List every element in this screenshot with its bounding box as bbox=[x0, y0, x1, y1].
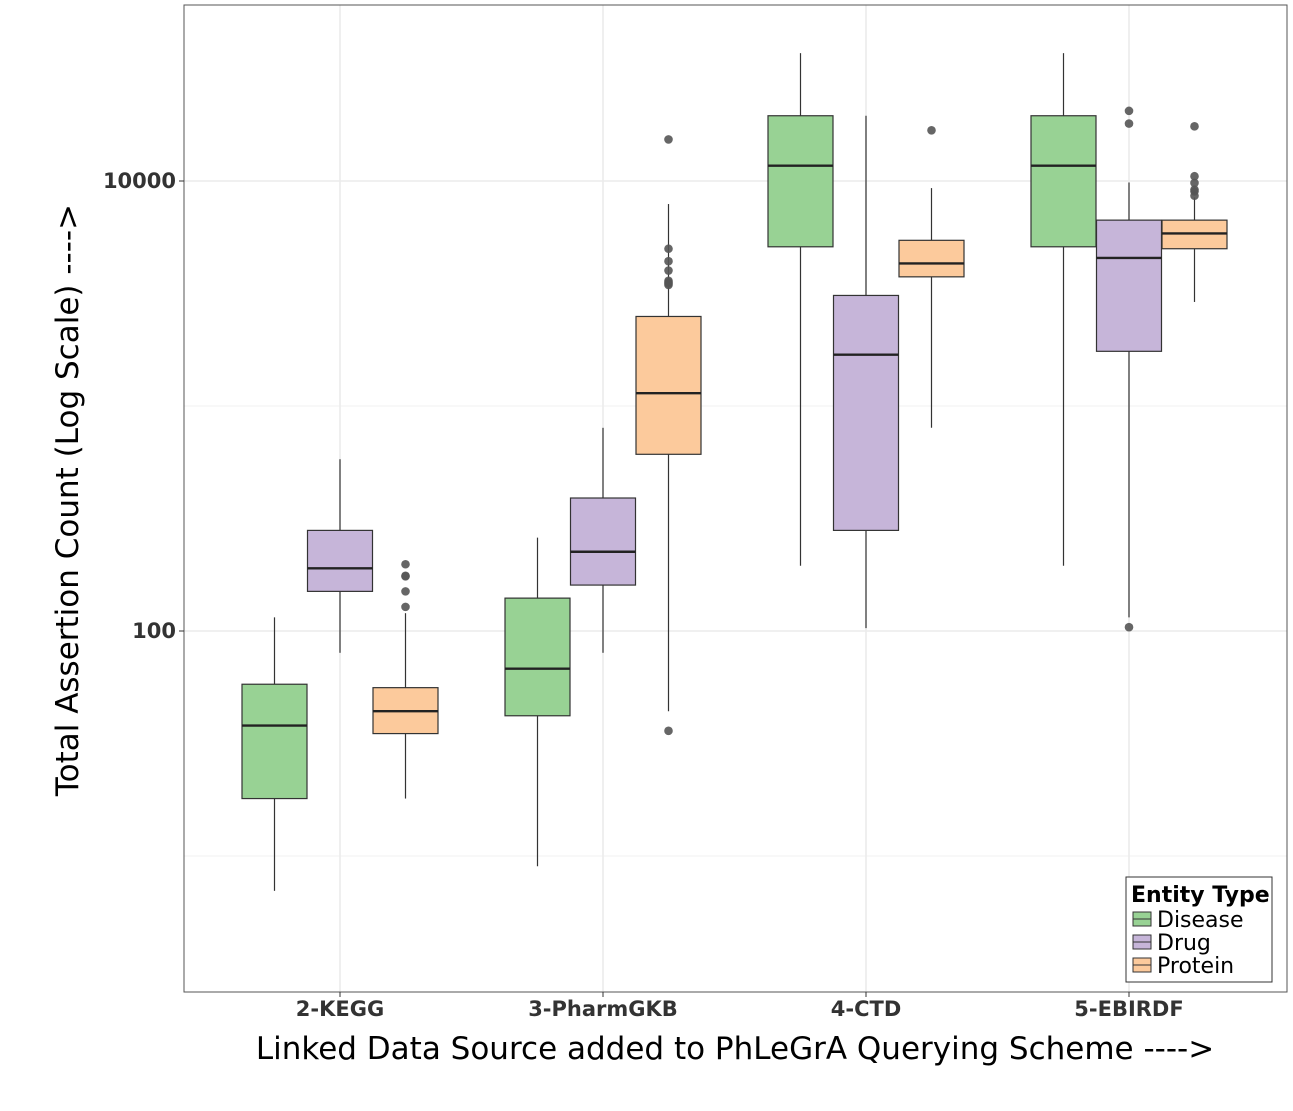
plot-border bbox=[183, 4, 1288, 993]
legend-item-protein: Protein bbox=[1132, 954, 1234, 979]
legend-item-drug: Drug bbox=[1132, 931, 1211, 956]
box-drug-4-ctd bbox=[832, 115, 900, 629]
box-iqr bbox=[569, 497, 637, 586]
legend-item-disease: Disease bbox=[1132, 908, 1244, 933]
box-disease-2-kegg bbox=[241, 617, 308, 891]
box-protein-5-ebirdf bbox=[1161, 122, 1228, 302]
box-iqr bbox=[1030, 115, 1097, 248]
box-disease-4-ctd bbox=[767, 53, 834, 566]
y-tick-label: 10000 bbox=[103, 169, 176, 193]
box-protein-2-kegg bbox=[372, 559, 439, 799]
x-tick-label: 2-KEGG bbox=[296, 997, 384, 1021]
outlier-point bbox=[401, 602, 410, 612]
outlier-point bbox=[1124, 119, 1134, 128]
box-iqr bbox=[767, 115, 834, 248]
legend-label: Drug bbox=[1157, 931, 1211, 956]
outlier-point bbox=[1124, 106, 1134, 116]
outlier-point bbox=[401, 559, 410, 569]
box-protein-3-pharmgkb bbox=[635, 135, 702, 736]
outlier-point bbox=[664, 135, 673, 144]
outlier-point bbox=[1190, 178, 1199, 188]
y-tick-label: 100 bbox=[132, 619, 176, 643]
box-disease-5-ebirdf bbox=[1030, 53, 1097, 566]
plot-background bbox=[184, 5, 1287, 992]
x-tick-label: 3-PharmGKB bbox=[528, 997, 678, 1021]
legend-label: Protein bbox=[1157, 954, 1234, 979]
box-drug-5-ebirdf bbox=[1095, 106, 1163, 632]
outlier-point bbox=[664, 276, 673, 286]
outlier-point bbox=[664, 266, 673, 275]
x-tick-label: 4-CTD bbox=[831, 997, 902, 1021]
box-iqr bbox=[306, 529, 374, 592]
legend-title: Entity Type bbox=[1131, 883, 1270, 908]
outlier-point bbox=[1190, 122, 1199, 131]
outlier-point bbox=[927, 126, 936, 135]
outlier-point bbox=[664, 244, 673, 254]
box-drug-3-pharmgkb bbox=[569, 427, 637, 653]
box-iqr bbox=[1095, 219, 1163, 352]
box-protein-4-ctd bbox=[898, 126, 965, 428]
box-iqr bbox=[504, 597, 571, 717]
x-tick-label: 5-EBIRDF bbox=[1074, 997, 1183, 1021]
axis-layer: 100 10000 2-KEGG 3-PharmGKB 4-CTD 5-EBIRDF bbox=[103, 169, 1184, 1021]
outlier-point bbox=[664, 256, 673, 266]
legend-label: Disease bbox=[1157, 908, 1244, 933]
outlier-point bbox=[401, 571, 410, 581]
box-iqr bbox=[832, 294, 900, 531]
box-iqr bbox=[635, 315, 702, 455]
box-drug-2-kegg bbox=[306, 459, 374, 653]
outlier-point bbox=[664, 726, 673, 736]
outlier-point bbox=[401, 587, 410, 596]
box-iqr bbox=[241, 683, 308, 800]
box-disease-3-pharmgkb bbox=[504, 537, 571, 867]
y-axis-title: Total Assertion Count (Log Scale) ----> bbox=[50, 204, 86, 797]
outlier-point bbox=[1124, 622, 1134, 632]
outlier-point bbox=[1190, 185, 1199, 194]
box-iqr bbox=[898, 239, 965, 278]
box-layer bbox=[241, 53, 1228, 891]
x-axis-title: Linked Data Source added to PhLeGrA Quer… bbox=[256, 1031, 1214, 1067]
outlier-point bbox=[1190, 171, 1199, 181]
